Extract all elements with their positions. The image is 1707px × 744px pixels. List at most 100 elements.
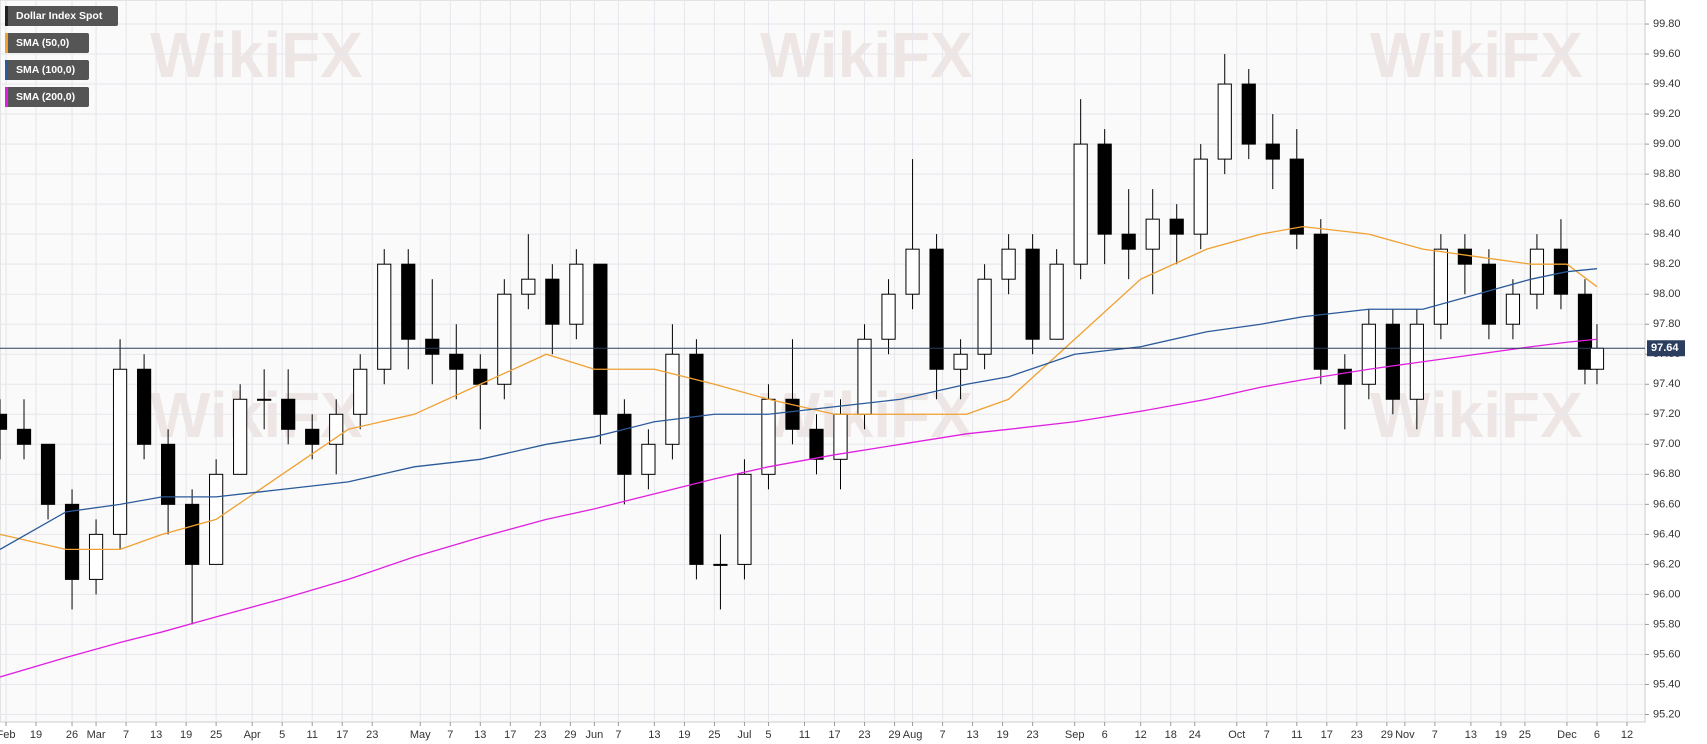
candle-body xyxy=(1241,83,1256,145)
candle-body xyxy=(353,368,368,415)
candle-body xyxy=(1169,218,1184,235)
candle-body xyxy=(16,428,32,445)
candle-body xyxy=(1385,323,1400,400)
candle-body xyxy=(1577,293,1593,370)
x-tick-label: 25 xyxy=(210,729,222,741)
candle-body xyxy=(401,263,416,340)
x-tick-label: 13 xyxy=(648,729,660,741)
legend-swatch xyxy=(5,6,8,26)
y-tick-label: 96.80 xyxy=(1653,468,1681,480)
candle-body xyxy=(521,278,536,295)
candle-body xyxy=(64,503,80,580)
legend-box xyxy=(5,60,89,80)
candle-body xyxy=(569,263,584,325)
y-tick-label: 97.40 xyxy=(1653,378,1681,390)
x-tick-label: 23 xyxy=(1351,729,1363,741)
candle-body xyxy=(1193,158,1208,235)
y-tick-label: 98.20 xyxy=(1653,258,1681,270)
candle-body xyxy=(1289,158,1304,235)
x-tick-label: Apr xyxy=(244,729,261,741)
candle-body xyxy=(1361,323,1376,385)
x-tick-label: 29 xyxy=(888,729,900,741)
candle-body xyxy=(1121,233,1136,250)
x-tick-label: 25 xyxy=(708,729,720,741)
x-tick-label: 19 xyxy=(678,729,690,741)
x-tick-label: 7 xyxy=(447,729,453,741)
candle-body xyxy=(1589,347,1605,370)
candle-body xyxy=(809,428,824,460)
x-tick-label: 6 xyxy=(1102,729,1108,741)
x-tick-label: 13 xyxy=(966,729,978,741)
candle-body xyxy=(185,503,200,565)
y-tick-label: 95.40 xyxy=(1653,678,1681,690)
x-tick-label: 17 xyxy=(1321,729,1333,741)
candle-body xyxy=(1433,248,1448,325)
y-tick-label: 96.00 xyxy=(1653,588,1681,600)
candle-body xyxy=(305,428,320,445)
x-tick-label: 7 xyxy=(940,729,946,741)
candle-body xyxy=(1025,248,1040,340)
candle-body xyxy=(977,278,992,355)
legend-box xyxy=(5,87,89,107)
y-tick-label: 96.20 xyxy=(1653,558,1681,570)
candle-body xyxy=(329,413,344,445)
candle-body xyxy=(1313,233,1328,370)
legend-label: Dollar Index Spot xyxy=(16,10,103,22)
candle-body xyxy=(281,398,296,430)
x-tick-label: 24 xyxy=(1189,729,1201,741)
candle-body xyxy=(425,338,440,355)
legend-box xyxy=(5,6,118,26)
x-tick-label: 12 xyxy=(1135,729,1147,741)
sma-line xyxy=(0,338,1598,678)
watermark: WikiFX xyxy=(150,19,363,91)
y-tick-label: 95.80 xyxy=(1653,618,1681,630)
y-tick-label: 95.20 xyxy=(1653,708,1681,720)
x-tick-label: Dec xyxy=(1557,729,1577,741)
x-tick-label: 13 xyxy=(474,729,486,741)
x-tick-label: 17 xyxy=(828,729,840,741)
candle-body xyxy=(1529,248,1545,295)
x-tick-label: 26 xyxy=(66,729,78,741)
y-tick-label: 95.60 xyxy=(1653,648,1681,660)
candle-body xyxy=(1505,293,1521,325)
y-tick-label: 96.60 xyxy=(1653,498,1681,510)
watermark: WikiFX xyxy=(1370,19,1583,91)
candle-body xyxy=(377,263,392,370)
x-tick-label: 7 xyxy=(615,729,621,741)
x-tick-label: Aug xyxy=(903,729,923,741)
candle-body xyxy=(0,413,8,430)
x-tick-label: 17 xyxy=(336,729,348,741)
legend-label: SMA (100,0) xyxy=(16,64,75,76)
legend-box xyxy=(5,33,89,53)
x-tick-label: 23 xyxy=(858,729,870,741)
x-tick-label: Jul xyxy=(737,729,751,741)
legend-swatch xyxy=(5,33,8,53)
sma-line xyxy=(0,226,1598,551)
candle-body xyxy=(881,293,896,340)
y-tick-label: 98.00 xyxy=(1653,288,1681,300)
x-tick-label: 19 xyxy=(996,729,1008,741)
x-tick-label: May xyxy=(410,729,431,741)
candle-body xyxy=(689,353,704,565)
legend-swatch xyxy=(5,60,8,80)
x-tick-label: 23 xyxy=(534,729,546,741)
x-tick-label: 5 xyxy=(279,729,285,741)
candle-body xyxy=(1001,248,1016,280)
y-tick-label: 97.00 xyxy=(1653,438,1681,450)
candle-body xyxy=(905,248,920,295)
x-tick-label: 11 xyxy=(1291,729,1302,741)
x-tick-label: 25 xyxy=(1519,729,1531,741)
candle-body xyxy=(1217,83,1232,160)
x-tick-label: Oct xyxy=(1228,729,1245,741)
x-tick-label: 19 xyxy=(1495,729,1507,741)
x-tick-label: 29 xyxy=(1381,729,1393,741)
watermark: WikiFX xyxy=(1370,379,1583,451)
x-tick-label: 7 xyxy=(123,729,129,741)
candle-body xyxy=(617,413,632,475)
legend-swatch xyxy=(5,87,8,107)
candle-body xyxy=(737,473,752,565)
x-tick-label: 23 xyxy=(366,729,378,741)
candle-body xyxy=(593,263,608,415)
y-tick-label: 98.80 xyxy=(1653,168,1681,180)
